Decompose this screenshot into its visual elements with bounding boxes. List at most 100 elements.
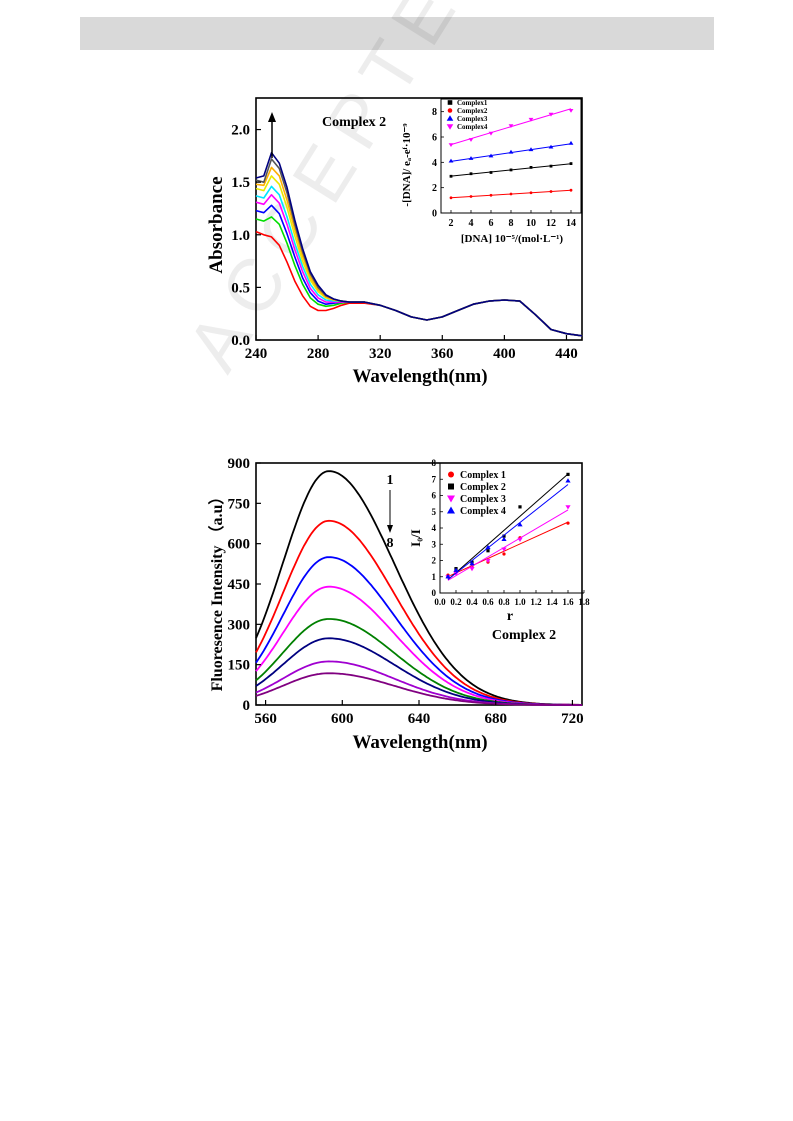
uv-inset-y-label: -[DNA]/ eₐ-eᶠ·10⁻⁹ xyxy=(401,123,413,207)
uv-inset-legend-label: Complex1 xyxy=(457,99,488,107)
fl-y-tick-label: 0 xyxy=(243,698,251,714)
uv-x-axis-label: Wavelength(nm) xyxy=(352,366,487,387)
uv-inset-point xyxy=(549,164,553,168)
fl-inset-point xyxy=(486,549,490,553)
fl-x-tick-label: 720 xyxy=(561,711,584,727)
fl-inset-point xyxy=(485,558,491,564)
uv-x-tick-label: 360 xyxy=(431,346,454,362)
fl-y-tick-label: 450 xyxy=(228,577,251,593)
fl-series-line xyxy=(255,672,582,706)
uv-inset-point xyxy=(549,190,553,193)
fl-inset-legend-label: Complex 2 xyxy=(460,482,506,493)
fl-inset-y-label: I₀/I xyxy=(408,529,423,547)
fl-inset-y-tick-label: 5 xyxy=(432,507,437,517)
fl-inset-x-tick-label: 1.2 xyxy=(530,597,542,607)
fl-y-tick-label: 750 xyxy=(228,496,251,512)
uv-inset-point xyxy=(488,153,494,158)
fl-x-axis-label: Wavelength(nm) xyxy=(352,732,487,753)
uv-inset-point xyxy=(469,195,473,198)
uv-panel-title: Complex 2 xyxy=(322,115,386,130)
uv-inset-point xyxy=(449,196,453,200)
fl-inset-y-tick-label: 8 xyxy=(432,458,437,468)
fl-x-tick-label: 560 xyxy=(254,711,277,727)
fl-inset-x-tick-label: 1.0 xyxy=(514,597,526,607)
fl-inset-x-tick-label: 0.4 xyxy=(466,597,478,607)
fl-inset-legend-marker xyxy=(448,483,454,490)
fl-inset-x-tick-label: 1.8 xyxy=(578,597,590,607)
fl-panel-title: Complex 2 xyxy=(492,628,556,643)
uv-inset-x-tick-label: 12 xyxy=(546,218,556,229)
fl-inset-y-tick-label: 1 xyxy=(432,572,437,582)
fl-arrow-bottom-label: 8 xyxy=(387,536,394,551)
fl-inset-point xyxy=(501,547,507,552)
fl-inset-point xyxy=(517,522,523,527)
uv-inset-point xyxy=(529,191,533,195)
uv-y-tick-label: 1.0 xyxy=(231,228,250,244)
fl-inset-point xyxy=(453,571,459,577)
uv-chart: 240 280 320 360 400 440 0.00.51.01.52.0 Wavel… xyxy=(206,97,583,387)
uv-inset-y-tick-label: 0 xyxy=(432,209,437,220)
uv-inset-x-tick-label: 2 xyxy=(449,218,454,229)
fl-inset-point xyxy=(502,534,506,538)
uv-inset-y-tick-label: 8 xyxy=(432,107,437,118)
uv-inset-point xyxy=(468,156,474,160)
uv-x-tick-label: 280 xyxy=(307,346,330,362)
uv-inset-y-tick-label: 4 xyxy=(432,158,437,169)
uv-curves xyxy=(255,151,583,337)
uv-y-ticks: 0.0 0.5 1.0 1.5 2.0 xyxy=(231,123,261,349)
fl-inset-point xyxy=(502,552,506,556)
fl-x-ticks: 560 600 640 680 720 xyxy=(254,700,584,727)
fl-y-tick-label: 600 xyxy=(228,537,251,553)
fl-inset-fit-line xyxy=(447,484,569,580)
fl-inset-x-tick-label: 0.8 xyxy=(498,597,510,607)
fl-inset-y-tick-label: 6 xyxy=(432,491,437,501)
uv-inset-point xyxy=(509,192,513,196)
uv-inset-y-tick-label: 6 xyxy=(432,133,437,144)
fl-inset-y-tick-label: 0 xyxy=(432,588,437,598)
uv-inset-legend-marker xyxy=(446,124,454,130)
uv-inset-data: 2 4 6 8 10 12 14 0 2 4 6 8 xyxy=(432,107,576,229)
uv-x-tick-label: 400 xyxy=(493,346,516,362)
fl-inset-point xyxy=(565,505,571,510)
uv-inset-y-tick-label: 2 xyxy=(432,183,437,194)
fl-x-tick-label: 600 xyxy=(331,711,354,727)
uv-y-tick-label: 2.0 xyxy=(231,123,250,139)
fl-series-line xyxy=(255,470,582,706)
fl-inset-x-label: r xyxy=(507,609,513,624)
page-header-bar xyxy=(80,17,714,50)
uv-y-tick-label: 0.5 xyxy=(231,280,250,296)
fl-inset-legend-label: Complex 3 xyxy=(460,494,506,505)
uv-inset-x-tick-label: 6 xyxy=(489,218,494,229)
fl-inset-fit-line xyxy=(447,509,569,581)
fl-inset-legend-label: Complex 1 xyxy=(460,470,506,481)
uv-inset-point xyxy=(448,143,454,147)
fl-y-tick-label: 150 xyxy=(228,658,251,674)
fl-arrow-head xyxy=(387,525,393,533)
fl-inset-fit-line xyxy=(447,473,569,580)
uv-inset-legend-label: Complex4 xyxy=(457,123,488,131)
uv-inset-legend-marker xyxy=(447,108,453,113)
fl-inset-point xyxy=(485,544,491,550)
fl-inset-legend-label: Complex 4 xyxy=(460,506,506,517)
fl-inset-x-tick-label: 0.0 xyxy=(434,597,446,607)
uv-inset-point xyxy=(468,138,474,142)
fl-y-axis-label: Fluoresence Intensity （a.u） xyxy=(208,489,226,692)
uv-inset-legend-marker xyxy=(447,100,453,105)
fl-inset-point xyxy=(566,521,570,525)
uv-inset-point xyxy=(548,144,554,149)
uv-inset-x-tick-label: 10 xyxy=(526,218,536,229)
fl-inset-point xyxy=(469,561,475,566)
fl-y-ticks: 0 150 300 450 600 750 900 xyxy=(228,456,261,714)
uv-y-axis-label: Absorbance xyxy=(206,176,227,273)
uv-x-tick-label: 320 xyxy=(369,346,392,362)
fl-x-tick-label: 680 xyxy=(484,711,507,727)
uv-inset: 2 4 6 8 10 12 14 0 2 4 6 8 Complex1Complex2Complex3… xyxy=(401,98,582,245)
uv-inset-point xyxy=(528,117,534,122)
fl-inset-y-tick-label: 3 xyxy=(432,539,437,549)
uv-inset-point xyxy=(469,172,473,176)
fl-inset-y-tick-label: 2 xyxy=(432,556,437,566)
fl-inset-legend-marker xyxy=(448,471,454,478)
fl-inset-x-tick-label: 1.4 xyxy=(546,597,558,607)
